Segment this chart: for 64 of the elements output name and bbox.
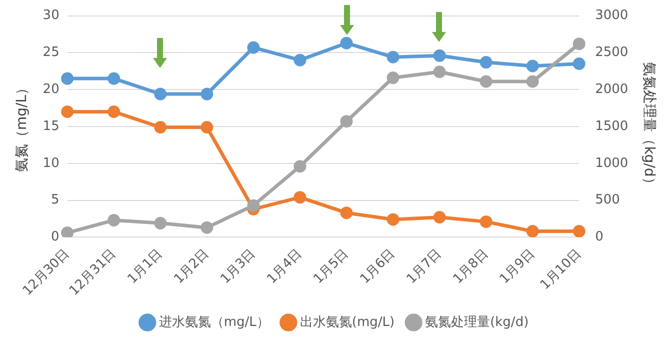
point [154,120,167,134]
point [386,72,400,84]
y2-tick-label: 1000 [595,156,628,171]
y2-tick-label: 2000 [595,82,628,97]
point [61,72,74,85]
point [572,225,586,238]
y2-tick-label: 2500 [595,45,628,60]
point [480,56,492,69]
point [386,213,400,226]
point [108,72,120,85]
point [572,38,586,50]
legend-label: 出水氨氮(mg/L) [300,314,395,330]
y2-tick-label: 0 [595,230,604,245]
point [480,75,492,88]
point [340,115,353,128]
y-tick-label: 10 [42,156,60,171]
point [294,160,306,173]
y2-tick-label: 1500 [595,118,628,134]
y-axis-title: 氨氮（mg/L） [14,80,30,172]
y-tick-label: 20 [42,82,60,97]
point [526,75,539,88]
point [386,50,400,64]
point [200,120,214,134]
point [340,36,353,50]
point [433,49,446,62]
x-tick-label: 1月8日 [450,246,492,288]
point [526,225,539,238]
point [294,54,306,66]
legend-label: 氨氮处理量(kg/d) [425,314,529,330]
x-tick-label: 1月3日 [218,246,259,288]
y-tick-label: 30 [42,8,60,24]
point [247,199,260,212]
y2-tick-label: 3000 [595,8,628,24]
legend-label: 进水氨氮（mg/L） [158,314,270,330]
point [572,58,586,70]
y-tick-label: 0 [51,230,60,245]
point [480,215,492,228]
x-tick-label: 1月5日 [311,246,352,288]
point [61,105,74,118]
point [526,60,539,72]
point [200,221,214,234]
x-tick-label: 1月6日 [358,246,398,288]
y-tick-label: 25 [42,45,60,60]
point [108,105,120,118]
x-tick-label: 1月1日 [124,246,166,288]
y2-axis-title: 氨氮处理量（kg/d） [640,62,657,191]
y-tick-label: 5 [51,192,60,208]
point [154,88,167,100]
point [61,226,74,238]
point [108,214,120,226]
x-tick-label: 1月7日 [404,246,445,288]
x-tick-label: 1月10日 [538,246,584,293]
point [154,216,167,230]
x-tick-label: 1月2日 [171,246,212,288]
y2-tick-label: 500 [595,192,620,208]
point [433,211,446,224]
point [294,191,306,204]
x-tick-label: 1月4日 [264,246,306,288]
point [247,41,260,54]
x-tick-label: 1月9日 [497,246,538,288]
point [200,88,214,100]
point [340,206,353,220]
point [433,66,446,78]
y-tick-label: 15 [42,118,60,134]
